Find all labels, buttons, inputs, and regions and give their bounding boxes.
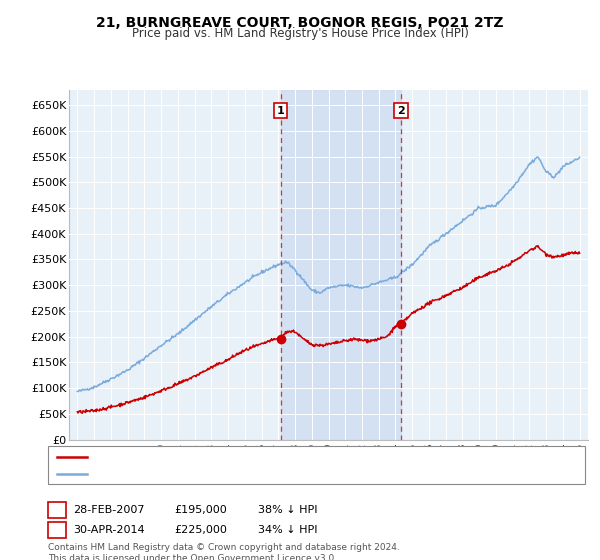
Text: HPI: Average price, detached house, Arun: HPI: Average price, detached house, Arun [91,469,309,479]
Text: 1: 1 [53,505,61,515]
Bar [281,90,401,440]
Text: 21, BURNGREAVE COURT, BOGNOR REGIS, PO21 2TZ: 21, BURNGREAVE COURT, BOGNOR REGIS, PO21… [96,16,504,30]
Text: Contains HM Land Registry data © Crown copyright and database right 2024.
This d: Contains HM Land Registry data © Crown c… [48,543,400,560]
Text: 30-APR-2014: 30-APR-2014 [73,525,145,535]
Text: £195,000: £195,000 [174,505,227,515]
Text: Price paid vs. HM Land Registry's House Price Index (HPI): Price paid vs. HM Land Registry's House … [131,27,469,40]
Text: 1: 1 [277,106,284,115]
Text: 21, BURNGREAVE COURT, BOGNOR REGIS, PO21 2TZ (detached house): 21, BURNGREAVE COURT, BOGNOR REGIS, PO21… [91,452,462,462]
Text: 2: 2 [397,106,405,115]
Text: 28-FEB-2007: 28-FEB-2007 [73,505,145,515]
Text: 38% ↓ HPI: 38% ↓ HPI [258,505,317,515]
Text: 34% ↓ HPI: 34% ↓ HPI [258,525,317,535]
Text: £225,000: £225,000 [174,525,227,535]
Text: 2: 2 [53,525,61,535]
